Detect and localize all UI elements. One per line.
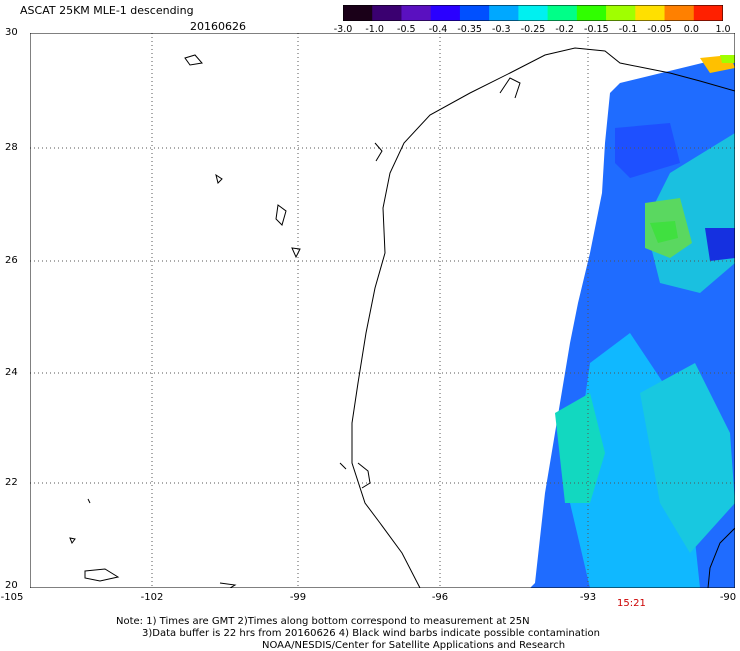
- colorbar-tick-label: -0.4: [428, 24, 448, 35]
- colorbar-tick-label: -0.5: [397, 24, 416, 35]
- product-title: ASCAT 25KM MLE-1 descending: [20, 4, 194, 17]
- colorbar-swatch: [372, 5, 402, 21]
- lat-label-30: 30: [5, 27, 18, 38]
- colorbar-tick-label: -0.2: [555, 24, 574, 35]
- colorbar-tick-label: -0.05: [647, 24, 672, 35]
- note-line-2: 3)Data buffer is 22 hrs from 20160626 4)…: [142, 628, 600, 639]
- colorbar-tick-label: -0.1: [618, 24, 638, 35]
- lon-label-99: -99: [289, 592, 307, 603]
- colorbar-tick-label: 1.0: [715, 24, 731, 35]
- colorbar-swatch: [693, 5, 723, 21]
- note-line-1: Note: 1) Times are GMT 2)Times along bot…: [116, 616, 530, 627]
- colorbar-tick-label: -1.0: [365, 24, 384, 35]
- lat-label-24: 24: [5, 367, 18, 378]
- colorbar-tick-label: -0.25: [520, 24, 546, 35]
- colorbar-tick-label: -3.0: [333, 24, 353, 35]
- colorbar-swatch: [401, 5, 432, 21]
- colorbar-swatch: [547, 5, 578, 21]
- colorbar-tick-label: 0.0: [683, 24, 699, 35]
- lon-label-96: -96: [431, 592, 449, 603]
- lon-label-105: -105: [0, 592, 24, 603]
- time-label: 15:21: [617, 598, 646, 609]
- colorbar-swatch: [635, 5, 666, 21]
- coastline: [69, 47, 735, 588]
- lat-label-28: 28: [5, 142, 18, 153]
- product-date: 20160626: [190, 20, 246, 33]
- colorbar-swatch: [664, 5, 695, 21]
- lon-label-93: -93: [579, 592, 597, 603]
- colorbar-tick-label: -0.35: [457, 24, 482, 35]
- lat-label-20: 20: [5, 580, 18, 591]
- colorbar-tick-label: -0.15: [584, 24, 609, 35]
- wind-data-field: [530, 55, 735, 588]
- colorbar: [343, 5, 723, 21]
- map-panel: [30, 33, 735, 588]
- lon-label-102: -102: [140, 592, 164, 603]
- lat-label-22: 22: [5, 477, 18, 488]
- colorbar-swatch: [459, 5, 490, 21]
- colorbar-swatch: [343, 5, 373, 21]
- colorbar-swatch: [489, 5, 519, 21]
- colorbar-swatch: [576, 5, 607, 21]
- colorbar-swatch: [518, 5, 549, 21]
- colorbar-tick-label: -0.3: [492, 24, 511, 35]
- lon-label-90: -90: [719, 592, 737, 603]
- colorbar-swatch: [606, 5, 636, 21]
- colorbar-swatch: [430, 5, 461, 21]
- note-line-3: NOAA/NESDIS/Center for Satellite Applica…: [262, 640, 566, 651]
- lat-label-26: 26: [5, 255, 18, 266]
